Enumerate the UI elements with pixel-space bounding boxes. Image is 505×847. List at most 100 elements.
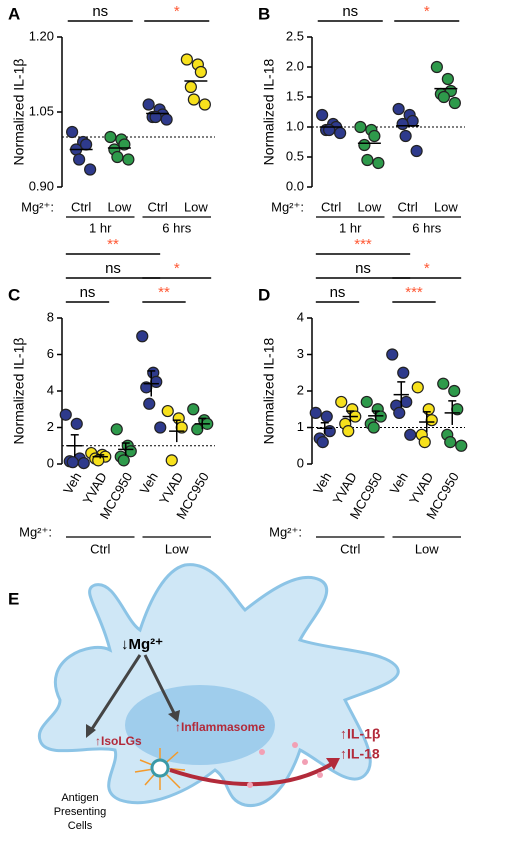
data-point	[397, 366, 410, 379]
y-tick-label: 2	[47, 419, 54, 434]
data-point	[437, 90, 450, 104]
data-point	[411, 381, 424, 394]
x-tick-label: Veh	[387, 470, 411, 497]
y-tick-label: 3	[297, 346, 304, 361]
y-tick-label: 1.20	[29, 28, 54, 43]
x-tick-label: Ctrl	[398, 199, 418, 214]
data-point	[448, 384, 461, 398]
panel-letter: B	[258, 4, 270, 23]
group-label: Ctrl	[90, 541, 110, 556]
data-point	[66, 456, 79, 469]
inflammasome-core	[150, 758, 170, 778]
data-point	[367, 421, 380, 434]
inflammasome-label: ↑Inflammasome	[175, 720, 265, 734]
data-point	[198, 98, 211, 111]
stimulus-label: ↓Mg²⁺	[121, 636, 163, 653]
y-tick-label: 0.0	[286, 178, 304, 193]
x-tick-label: Veh	[60, 470, 84, 497]
significance-label: *	[424, 3, 430, 20]
data-point	[142, 98, 155, 111]
data-point	[441, 72, 454, 86]
data-point	[180, 53, 193, 66]
group-label: Low	[415, 541, 439, 556]
data-point	[187, 403, 200, 416]
panel-letter: C	[8, 285, 20, 304]
y-tick-label: 4	[47, 382, 54, 397]
data-point	[418, 436, 431, 449]
data-point	[122, 153, 135, 166]
x-tick-label: Ctrl	[321, 199, 341, 214]
significance-label: ns	[92, 3, 108, 20]
group-label: 1 hr	[339, 220, 362, 235]
stimulus-arrows	[88, 654, 177, 733]
data-point	[422, 403, 435, 416]
data-point	[80, 138, 93, 151]
data-point	[396, 117, 409, 131]
y-tick-label: 8	[47, 309, 54, 324]
x-tick-label: Ctrl	[148, 199, 168, 214]
data-point	[136, 330, 149, 343]
data-point	[316, 436, 329, 449]
cell-label: Cells	[68, 820, 93, 832]
group-axis-label: Mg²⁺:	[21, 199, 54, 214]
significance-label: ns	[330, 284, 346, 301]
cell-label: Antigen	[61, 792, 98, 804]
data-point	[323, 425, 336, 438]
significance-label: **	[107, 236, 119, 253]
data-point	[70, 417, 83, 430]
data-point	[342, 425, 355, 438]
data-point	[437, 377, 450, 390]
data-point	[110, 423, 123, 436]
arrowhead	[86, 724, 96, 738]
y-tick-label: 4	[297, 309, 304, 324]
significance-label: ns	[105, 260, 121, 277]
data-point	[448, 96, 461, 110]
significance-label: **	[158, 284, 170, 301]
y-tick-label: 2.5	[286, 28, 304, 43]
significance-label: *	[424, 260, 430, 277]
group-label: 6 hrs	[162, 220, 191, 235]
x-tick-label: Low	[107, 199, 131, 214]
data-point	[111, 150, 124, 164]
data-point	[404, 428, 417, 441]
y-tick-label: 1.5	[286, 88, 304, 103]
significance-label: ***	[354, 236, 372, 253]
y-axis-label: Normalized IL-1β	[11, 338, 27, 445]
data-point	[154, 421, 167, 434]
cell-label: Presenting	[54, 806, 107, 818]
data-point	[309, 406, 322, 419]
data-point	[406, 114, 419, 128]
data-point	[77, 456, 90, 470]
data-point	[73, 153, 86, 166]
data-point	[372, 156, 385, 170]
data-point	[386, 348, 399, 361]
data-point	[66, 125, 79, 139]
data-point	[393, 406, 406, 419]
data-point	[124, 445, 137, 458]
y-tick-label: 0.90	[29, 178, 54, 193]
significance-label: *	[174, 3, 180, 20]
data-point	[444, 436, 457, 449]
y-axis-label: Normalized IL-18	[261, 337, 277, 444]
data-point	[399, 129, 412, 143]
x-tick-label: Ctrl	[71, 199, 91, 214]
data-point	[392, 102, 405, 116]
y-tick-label: 0	[297, 455, 304, 470]
x-tick-label: Low	[357, 199, 381, 214]
data-point	[104, 130, 117, 144]
y-tick-label: 0.5	[286, 148, 304, 163]
cytokine-dots	[247, 742, 323, 788]
panel-letter: D	[258, 285, 270, 304]
data-point	[160, 113, 173, 126]
group-label: 6 hrs	[412, 220, 441, 235]
secretion-arrow	[169, 760, 337, 787]
y-tick-label: 0	[47, 455, 54, 470]
group-label: 1 hr	[89, 220, 112, 235]
data-point	[323, 123, 336, 137]
y-tick-label: 2	[297, 382, 304, 397]
y-tick-label: 1.05	[29, 103, 54, 118]
data-point	[358, 138, 371, 152]
y-tick-label: 2.0	[286, 58, 304, 73]
data-point	[410, 144, 423, 158]
significance-label: ns	[80, 284, 96, 301]
